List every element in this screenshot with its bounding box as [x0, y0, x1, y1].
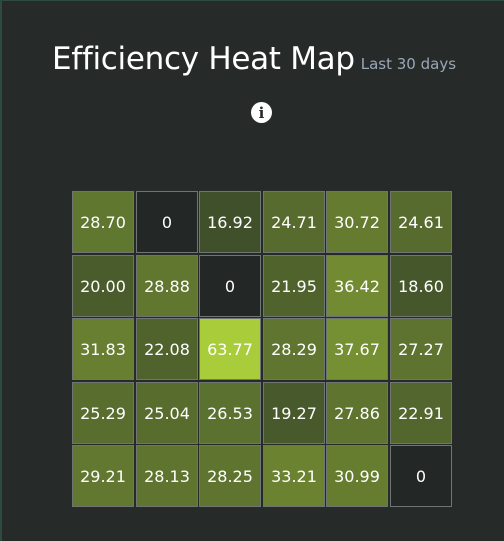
heatmap-cell-r4-c2[interactable]: 25.04: [136, 382, 198, 444]
heatmap-cell-r4-c6[interactable]: 22.91: [390, 382, 452, 444]
heatmap-cell-r2-c4[interactable]: 21.95: [263, 255, 325, 317]
heatmap-cell-r1-c6[interactable]: 24.61: [390, 191, 452, 253]
heatmap-cell-r2-c2[interactable]: 28.88: [136, 255, 198, 317]
heatmap-cell-r3-c6[interactable]: 27.27: [390, 318, 452, 380]
heatmap-cell-r1-c3[interactable]: 16.92: [199, 191, 261, 253]
info-icon[interactable]: i: [251, 102, 272, 123]
heatmap-cell-r5-c6[interactable]: 0: [390, 445, 452, 507]
heatmap-cell-r2-c1[interactable]: 20.00: [72, 255, 134, 317]
heatmap-cell-r5-c1[interactable]: 29.21: [72, 445, 134, 507]
heatmap-cell-r3-c4[interactable]: 28.29: [263, 318, 325, 380]
heatmap-cell-r2-c3[interactable]: 0: [199, 255, 261, 317]
heatmap-cell-r2-c5[interactable]: 36.42: [326, 255, 388, 317]
heatmap-cell-r3-c2[interactable]: 22.08: [136, 318, 198, 380]
heatmap-cell-r5-c3[interactable]: 28.25: [199, 445, 261, 507]
heatmap-cell-r4-c5[interactable]: 27.86: [326, 382, 388, 444]
heatmap-cell-r4-c1[interactable]: 25.29: [72, 382, 134, 444]
heatmap-grid: 28.70 0 16.92 24.71 30.72 24.61 20.00 28.88 0 21.…: [72, 191, 453, 509]
page-title: Efficiency Heat Map: [51, 41, 355, 77]
heatmap-cell-r2-c6[interactable]: 18.60: [390, 255, 452, 317]
date-range-subtitle: Last 30 days: [360, 55, 457, 73]
heatmap-cell-r3-c5[interactable]: 37.67: [326, 318, 388, 380]
heatmap-cell-r3-c1[interactable]: 31.83: [72, 318, 134, 380]
heatmap-cell-r5-c5[interactable]: 30.99: [326, 445, 388, 507]
card-header: Efficiency Heat Map Last 30 days: [2, 41, 504, 77]
heatmap-cell-r4-c3[interactable]: 26.53: [199, 382, 261, 444]
heatmap-cell-r1-c1[interactable]: 28.70: [72, 191, 134, 253]
heatmap-cell-r3-c3[interactable]: 63.77: [199, 318, 261, 380]
heatmap-cell-r4-c4[interactable]: 19.27: [263, 382, 325, 444]
heatmap-cell-r1-c2[interactable]: 0: [136, 191, 198, 253]
heatmap-cell-r1-c5[interactable]: 30.72: [326, 191, 388, 253]
heatmap-cell-r1-c4[interactable]: 24.71: [263, 191, 325, 253]
heatmap-cell-r5-c4[interactable]: 33.21: [263, 445, 325, 507]
heatmap-cell-r5-c2[interactable]: 28.13: [136, 445, 198, 507]
